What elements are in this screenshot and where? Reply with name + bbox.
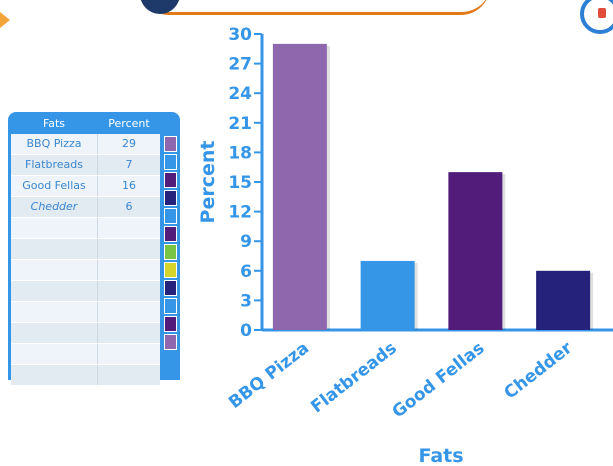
y-tick-label: 24 xyxy=(228,84,252,104)
x-tick-label: BBQ Pizza xyxy=(225,338,313,413)
table-row[interactable]: Chedder 6 xyxy=(11,197,160,218)
y-tick-label: 12 xyxy=(228,203,252,223)
y-tick-label: 15 xyxy=(228,173,252,193)
cell-fats[interactable]: Flatbreads xyxy=(11,155,98,175)
color-swatch[interactable] xyxy=(164,298,177,314)
y-tick-label: 27 xyxy=(228,55,252,75)
y-tick-label: 3 xyxy=(240,291,252,311)
color-swatch[interactable] xyxy=(164,172,177,188)
color-swatch[interactable] xyxy=(164,280,177,296)
data-table-panel: Fats Percent BBQ Pizza 29 Flatbreads 7 Good … xyxy=(8,112,180,386)
color-swatch[interactable] xyxy=(164,136,177,152)
top-banner xyxy=(140,0,490,15)
y-tick-label: 21 xyxy=(228,114,252,134)
color-swatch-column xyxy=(162,134,178,376)
color-swatch[interactable] xyxy=(164,262,177,278)
table-row[interactable]: Good Fellas 16 xyxy=(11,176,160,197)
y-axis-title: Percent xyxy=(197,141,219,224)
table-row[interactable] xyxy=(11,260,160,281)
bar xyxy=(448,172,503,330)
corner-badge-icon[interactable] xyxy=(580,0,613,34)
color-swatch[interactable] xyxy=(164,208,177,224)
table-row[interactable] xyxy=(11,323,160,344)
column-header-percent: Percent xyxy=(108,117,150,130)
y-tick-label: 9 xyxy=(240,232,252,252)
x-tick-label: Good Fellas xyxy=(389,338,489,422)
cell-fats[interactable] xyxy=(11,218,98,238)
cell-percent[interactable]: 7 xyxy=(125,158,133,171)
cell-fats[interactable]: Good Fellas xyxy=(11,176,98,196)
cell-fats[interactable] xyxy=(11,260,98,280)
color-swatch[interactable] xyxy=(164,154,177,170)
color-swatch[interactable] xyxy=(164,226,177,242)
color-swatch[interactable] xyxy=(164,244,177,260)
table-row[interactable]: Flatbreads 7 xyxy=(11,155,160,176)
table-row[interactable] xyxy=(11,365,160,386)
x-tick-label: Flatbreads xyxy=(307,338,400,417)
cell-percent[interactable]: 16 xyxy=(122,179,136,192)
cell-percent[interactable]: 29 xyxy=(122,137,136,150)
bar xyxy=(272,43,327,330)
x-tick-label: Chedder xyxy=(501,338,577,404)
table-row[interactable]: BBQ Pizza 29 xyxy=(11,134,160,155)
table-row[interactable] xyxy=(11,344,160,365)
table-header: Fats Percent xyxy=(10,114,160,134)
cell-fats[interactable] xyxy=(11,365,98,385)
table-row[interactable] xyxy=(11,218,160,239)
color-swatch[interactable] xyxy=(164,334,177,350)
table-row[interactable] xyxy=(11,302,160,323)
bar xyxy=(360,260,415,330)
table-body: BBQ Pizza 29 Flatbreads 7 Good Fellas 16 Chedd… xyxy=(11,134,160,386)
y-tick-label: 30 xyxy=(228,25,252,45)
cell-fats[interactable]: BBQ Pizza xyxy=(11,134,98,154)
x-axis-title: Fats xyxy=(418,445,463,466)
table-row[interactable] xyxy=(11,239,160,260)
y-tick-label: 6 xyxy=(240,262,252,282)
y-tick-label: 0 xyxy=(240,321,252,341)
cell-percent[interactable]: 6 xyxy=(125,200,133,213)
y-tick-label: 18 xyxy=(228,143,252,163)
color-swatch[interactable] xyxy=(164,316,177,332)
cell-fats[interactable] xyxy=(11,281,98,301)
color-swatch[interactable] xyxy=(164,190,177,206)
table-row[interactable] xyxy=(11,281,160,302)
column-header-fats: Fats xyxy=(42,117,66,130)
top-banner-cap xyxy=(140,0,180,14)
cell-fats[interactable] xyxy=(11,239,98,259)
cell-fats[interactable] xyxy=(11,323,98,343)
bar xyxy=(536,270,591,330)
cell-fats[interactable] xyxy=(11,302,98,322)
arrow-decoration-icon xyxy=(0,12,10,28)
cell-fats[interactable]: Chedder xyxy=(11,197,98,217)
cell-fats[interactable] xyxy=(11,344,98,364)
